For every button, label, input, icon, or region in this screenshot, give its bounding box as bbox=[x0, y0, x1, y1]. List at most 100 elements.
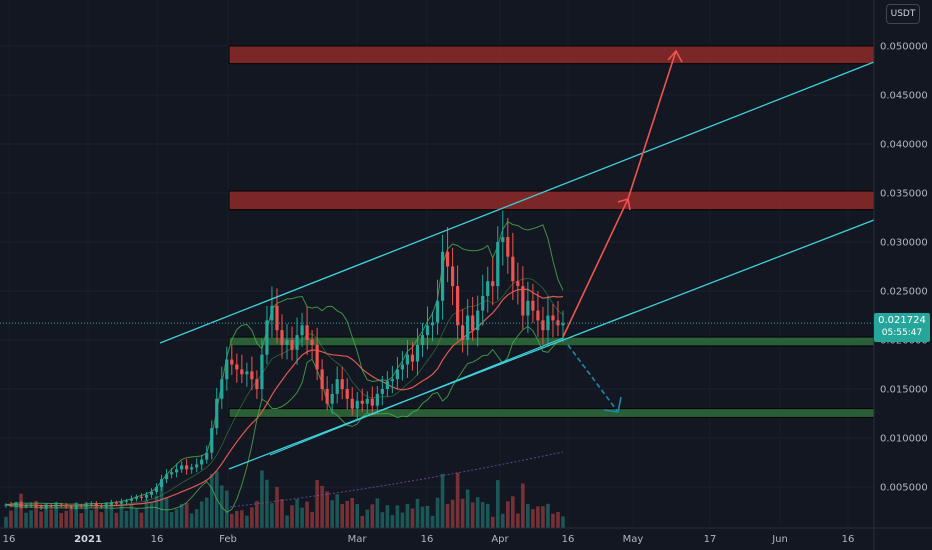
candle bbox=[551, 315, 555, 321]
volume-bar bbox=[44, 503, 48, 528]
candle bbox=[89, 503, 93, 505]
candle bbox=[295, 335, 299, 350]
candle bbox=[561, 323, 565, 326]
volume-bar bbox=[240, 510, 244, 528]
volume-bar bbox=[39, 511, 43, 528]
candle bbox=[395, 369, 400, 380]
candle bbox=[335, 379, 339, 394]
current-price-label: 0.021724 bbox=[878, 315, 926, 326]
candle bbox=[54, 504, 58, 507]
candle bbox=[64, 505, 68, 507]
x-tick-label: Feb bbox=[219, 534, 237, 545]
candle bbox=[355, 400, 359, 409]
volume-bar bbox=[325, 491, 329, 528]
volume-bar bbox=[79, 513, 84, 528]
y-tick-label: 0.010000 bbox=[880, 434, 928, 445]
channel-lower-line bbox=[228, 219, 875, 470]
volume-bar bbox=[410, 508, 415, 528]
bollinger-basis bbox=[5, 277, 564, 507]
volume-bar bbox=[440, 473, 445, 528]
unit-badge[interactable]: USDT bbox=[886, 4, 920, 24]
volume-bar bbox=[280, 499, 284, 528]
volume-bar bbox=[69, 509, 74, 528]
x-tick-label: 16 bbox=[151, 534, 164, 545]
volume-bar bbox=[169, 512, 174, 528]
volume-bar bbox=[465, 489, 470, 528]
volume-bar bbox=[430, 515, 435, 528]
candle bbox=[14, 503, 18, 506]
volume-bar bbox=[104, 502, 109, 528]
candle bbox=[245, 371, 249, 375]
volume-bar bbox=[551, 513, 555, 528]
candle bbox=[205, 452, 209, 460]
candle bbox=[154, 487, 159, 492]
volume-bar bbox=[370, 504, 375, 528]
candle bbox=[99, 505, 103, 507]
volume-bar bbox=[134, 508, 139, 528]
volume-bar bbox=[84, 502, 89, 528]
volume-bar bbox=[556, 511, 560, 528]
candle bbox=[415, 344, 420, 362]
volume-bar bbox=[350, 498, 355, 528]
candle bbox=[491, 281, 495, 287]
candle bbox=[501, 237, 505, 242]
x-axis: 16 2021 16 Feb Mar 16 Apr 16 May 17 Jun 16 bbox=[0, 527, 932, 545]
volume-bar bbox=[285, 515, 289, 528]
candle bbox=[285, 340, 289, 345]
candle bbox=[451, 266, 455, 287]
candle bbox=[370, 398, 374, 406]
candle bbox=[546, 315, 550, 331]
volume-bar bbox=[29, 510, 33, 528]
candle bbox=[114, 502, 118, 504]
candle bbox=[200, 459, 204, 465]
y-tick-label: 0.025000 bbox=[880, 287, 928, 298]
candle bbox=[169, 472, 174, 475]
volume-bar bbox=[149, 502, 154, 528]
zones bbox=[228, 45, 875, 418]
volume-bar bbox=[395, 505, 400, 528]
resistance-zone bbox=[228, 45, 875, 65]
support-zone bbox=[228, 408, 875, 418]
bullish-arrowhead-1 bbox=[617, 197, 631, 211]
candle bbox=[471, 315, 475, 331]
candle bbox=[385, 381, 389, 389]
volume-bar bbox=[320, 485, 324, 528]
volume-bar bbox=[495, 480, 500, 528]
candle bbox=[4, 504, 8, 506]
volume-bar bbox=[425, 505, 430, 528]
volume-bar bbox=[460, 498, 465, 528]
volume-bar bbox=[124, 510, 129, 528]
candle bbox=[144, 494, 149, 498]
candle bbox=[69, 506, 73, 508]
volume-bar bbox=[455, 472, 460, 528]
candle bbox=[119, 501, 124, 504]
volume-bar bbox=[546, 503, 550, 528]
candle bbox=[456, 286, 460, 326]
volume-bar bbox=[9, 510, 13, 528]
volume-bar bbox=[49, 509, 53, 528]
volume-bar bbox=[255, 500, 259, 528]
candle bbox=[340, 379, 344, 389]
volume-bar bbox=[561, 516, 565, 528]
candle bbox=[149, 491, 154, 495]
x-tick-label: 16 bbox=[842, 534, 855, 545]
volume-bar bbox=[450, 499, 455, 528]
candle bbox=[445, 251, 450, 267]
volume-bar bbox=[300, 507, 304, 528]
candle bbox=[49, 505, 53, 507]
candle bbox=[380, 389, 384, 394]
candle bbox=[230, 359, 234, 365]
volume-bar bbox=[380, 512, 385, 528]
bearish-arrowhead bbox=[603, 396, 622, 413]
volume-bar bbox=[500, 513, 505, 528]
candle bbox=[164, 474, 169, 480]
candle bbox=[210, 428, 214, 453]
candle bbox=[79, 505, 83, 507]
y-tick-label: 0.040000 bbox=[880, 140, 928, 151]
volume-bar bbox=[265, 479, 269, 528]
candle bbox=[496, 242, 500, 287]
volume-bar bbox=[109, 503, 114, 528]
candle bbox=[536, 310, 540, 321]
candle bbox=[180, 465, 184, 470]
